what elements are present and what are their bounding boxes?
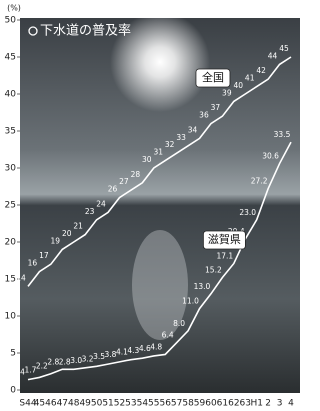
x-tick-label: 49 [79, 399, 91, 409]
legend-label: 全国 [202, 70, 224, 84]
x-tick-label: 47 [57, 399, 68, 409]
x-tick-label: 2 [265, 399, 271, 409]
value-label: 42 [256, 66, 266, 75]
y-tick-label: 0 [10, 386, 16, 396]
x-tick-label: H1 [250, 399, 263, 409]
y-axis-label: (%) [7, 4, 21, 13]
value-label: 27 [119, 177, 129, 186]
value-label: 3.0 [70, 356, 82, 365]
y-tick-label: 35 [5, 127, 16, 137]
y-tick-label: 10 [5, 312, 17, 322]
value-label: 2.2 [36, 362, 48, 371]
value-label: 4.6 [139, 344, 151, 353]
value-label: 21 [73, 222, 83, 231]
value-label: 17 [39, 251, 49, 260]
y-tick-label: 40 [5, 90, 17, 100]
x-tick-label: 46 [45, 399, 57, 409]
x-tick-label: 55 [148, 399, 159, 409]
x-tick-label: 51 [102, 399, 113, 409]
legend-label: 滋賀県 [208, 233, 241, 246]
y-tick-label: 20 [5, 238, 17, 248]
value-label: 3.8 [105, 350, 117, 359]
value-label: 28 [131, 170, 141, 179]
value-label: 44 [268, 51, 278, 60]
x-tick-label: 50 [91, 399, 103, 409]
y-tick-label: 30 [5, 164, 17, 174]
value-label: 40 [233, 81, 243, 90]
value-label: 27.2 [251, 177, 268, 186]
value-label: 37 [211, 103, 221, 112]
value-label: 20 [62, 229, 72, 238]
value-label: 23 [85, 207, 95, 216]
value-label: 6.4 [162, 331, 174, 340]
x-tick-label: 61 [217, 399, 228, 409]
x-tick-label: 53 [125, 399, 136, 409]
value-label: 41 [245, 74, 255, 83]
value-label: 26 [108, 185, 118, 194]
y-tick-label: 25 [5, 201, 16, 211]
y-tick-label: 45 [5, 53, 16, 63]
value-label: 2.8 [59, 357, 71, 366]
value-label: 36 [199, 111, 209, 120]
value-label: 3.5 [93, 352, 105, 361]
value-label: 8.0 [173, 319, 185, 328]
x-tick-label: 4 [288, 399, 294, 409]
value-label: 2.8 [47, 357, 59, 366]
y-tick-label: 5 [10, 349, 16, 359]
x-tick-label: 3 [277, 399, 283, 409]
x-tick-label: 59 [194, 399, 206, 409]
value-label: 39 [222, 88, 232, 97]
x-tick-label: 45 [34, 399, 45, 409]
value-label: 11.0 [182, 297, 199, 306]
value-label: 15.2 [205, 266, 222, 275]
value-label: 23.0 [239, 208, 256, 217]
x-tick-label: 52 [114, 399, 125, 409]
value-label: 45 [279, 44, 289, 53]
x-tick-label: 54 [137, 399, 149, 409]
value-label: 34 [188, 125, 198, 134]
value-label: 1.7 [24, 365, 36, 374]
value-label: 4.1 [116, 348, 128, 357]
value-label: 33.5 [274, 130, 291, 139]
value-label: 3.2 [82, 354, 94, 363]
x-tick-label: 62 [228, 399, 239, 409]
value-label: 16 [28, 259, 38, 268]
value-label: 24 [96, 199, 106, 208]
x-tick-label: 60 [205, 399, 217, 409]
value-label: 4.8 [150, 342, 162, 351]
y-tick-label: 15 [5, 275, 16, 285]
value-label: 4.3 [127, 346, 139, 355]
value-label: 14 [16, 273, 26, 282]
y-tick-label: 50 [5, 16, 17, 26]
x-tick-label: 63 [240, 399, 251, 409]
x-tick-label: 56 [159, 399, 171, 409]
value-label: 13.0 [194, 282, 211, 291]
chart-title: 下水道の普及率 [40, 23, 131, 39]
x-tick-label: 48 [68, 399, 80, 409]
value-label: 33 [176, 133, 186, 142]
value-label: 31 [153, 148, 163, 157]
x-tick-label: 58 [182, 399, 194, 409]
value-label: 30 [142, 155, 152, 164]
value-label: 1.4 [13, 368, 25, 377]
value-label: 32 [165, 140, 175, 149]
value-label: 17.1 [216, 251, 233, 260]
value-label: 19 [51, 236, 61, 245]
value-label: 30.6 [262, 152, 279, 161]
x-tick-label: 57 [171, 399, 182, 409]
